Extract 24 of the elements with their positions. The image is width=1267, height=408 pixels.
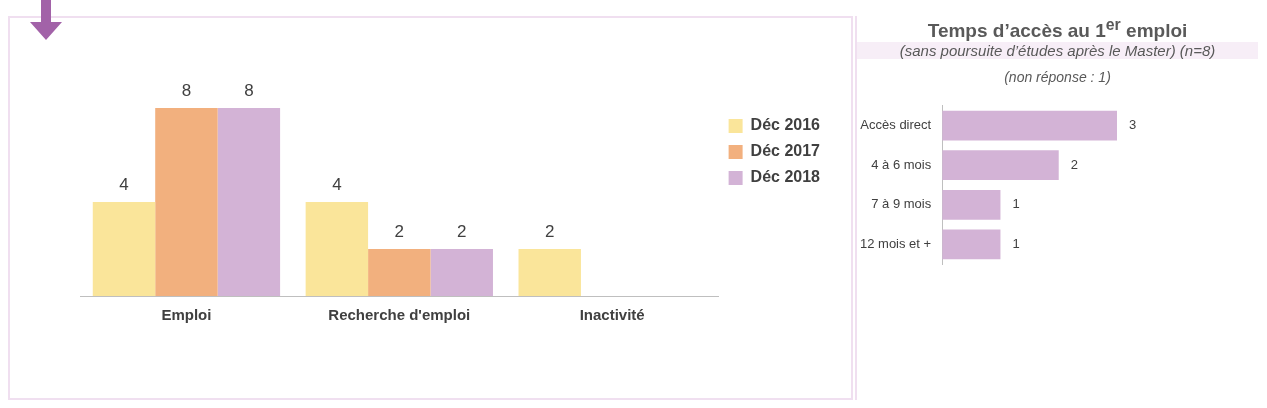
chart-subtitle: (sans poursuite d’études après le Master) (n=8) [857, 42, 1258, 60]
data-label: 1 [1012, 236, 1020, 252]
y-tick-label: 12 mois et + [859, 236, 932, 252]
x-tick-label: Emploi [161, 306, 212, 324]
data-label: 8 [181, 81, 192, 101]
data-label: 8 [244, 81, 254, 101]
y-tick-label: Accès direct [860, 117, 932, 133]
data-label: 1 [1012, 196, 1020, 212]
y-tick-label: 7 à 9 mois [871, 196, 932, 212]
legend-label: Déc 2018 [750, 168, 821, 186]
data-label: 4 [119, 175, 129, 195]
legend-label: Déc 2016 [750, 116, 821, 134]
legend-label: Déc 2017 [750, 142, 821, 160]
data-label: 4 [332, 175, 342, 195]
text: (non réponse : 1) [1003, 69, 1112, 86]
data-label: 2 [1070, 157, 1078, 173]
data-label: 2 [457, 222, 467, 242]
x-tick-label: Inactivité [579, 306, 645, 324]
data-label: 2 [394, 222, 405, 242]
data-label: 2 [545, 222, 555, 242]
x-tick-label: Recherche d'emploi [328, 306, 471, 324]
data-label: 3 [1129, 117, 1137, 133]
y-tick-label: 4 à 6 mois [871, 157, 932, 173]
chart-title: Temps d’accès au 1$^{er}$ emploi [926, 16, 1189, 43]
